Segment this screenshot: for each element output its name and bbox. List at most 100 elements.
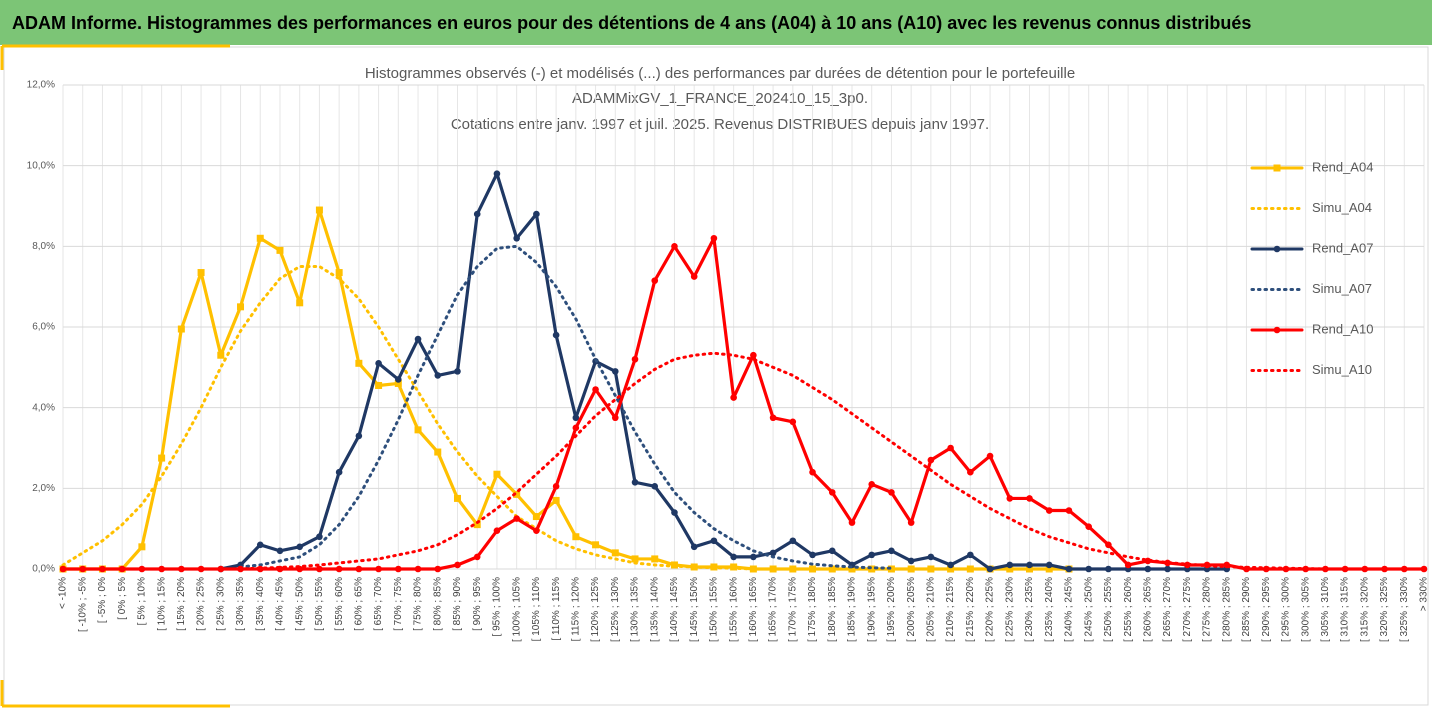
series-line xyxy=(239,244,893,570)
marker xyxy=(671,509,678,516)
marker xyxy=(552,496,560,504)
marker xyxy=(651,277,659,284)
marker xyxy=(1105,541,1112,549)
x-tick-label: [ 150% ; 155% xyxy=(709,577,720,642)
marker xyxy=(316,533,323,541)
marker xyxy=(631,478,639,486)
marker xyxy=(710,537,718,545)
marker xyxy=(414,335,422,343)
marker xyxy=(513,490,521,498)
marker xyxy=(572,533,580,541)
marker xyxy=(1124,561,1132,569)
marker xyxy=(493,470,501,478)
marker xyxy=(1006,561,1014,569)
marker xyxy=(848,519,856,526)
x-tick-label: [ 110% ; 115% xyxy=(551,577,562,641)
x-tick-label: < -10% xyxy=(58,577,69,609)
marker xyxy=(395,376,402,383)
marker xyxy=(769,549,777,557)
x-tick-label: [ 325% ; 330% xyxy=(1399,577,1410,642)
x-tick-label: [ 235% ; 240% xyxy=(1044,577,1055,642)
marker xyxy=(1105,565,1112,573)
x-tick-label: [ 275% ; 280% xyxy=(1202,577,1213,642)
marker xyxy=(907,565,915,573)
y-tick-label: 4,0% xyxy=(32,402,55,413)
marker xyxy=(276,246,284,254)
y-tick-label: 0,0% xyxy=(32,564,55,575)
x-tick-label: [ 25% ; 30% xyxy=(215,577,226,631)
marker xyxy=(611,549,619,557)
x-tick-label: [ 50% ; 55% xyxy=(314,577,325,631)
marker xyxy=(1045,565,1053,573)
marker xyxy=(592,541,600,549)
legend-marker xyxy=(1273,245,1281,253)
marker xyxy=(868,551,876,559)
x-tick-label: [ 210% ; 215% xyxy=(945,577,956,642)
x-tick-label: [ 120% ; 125% xyxy=(590,577,601,642)
x-tick-label: [ 90% ; 95% xyxy=(472,577,483,631)
x-tick-label: > 330% xyxy=(1419,577,1430,611)
x-tick-label: [ 15% ; 20% xyxy=(176,577,187,631)
marker xyxy=(809,468,816,476)
marker xyxy=(907,557,915,565)
marker xyxy=(1065,507,1073,514)
marker xyxy=(789,418,797,426)
header-title: ADAM Informe. Histogrammes des performan… xyxy=(12,13,1251,33)
marker xyxy=(986,452,994,460)
x-tick-label: [ 75% ; 80% xyxy=(413,577,424,631)
x-tick-label: [ 80% ; 85% xyxy=(432,577,443,631)
x-tick-label: [ 100% ; 105% xyxy=(511,577,522,642)
x-tick-label: [ 35% ; 40% xyxy=(255,577,266,631)
x-tick-label: [ 260% ; 265% xyxy=(1142,577,1153,642)
x-tick-label: [ 265% ; 270% xyxy=(1162,577,1173,642)
marker xyxy=(473,210,481,218)
marker xyxy=(394,379,402,387)
legend-label: Simu_A04 xyxy=(1312,200,1372,215)
marker xyxy=(888,547,895,555)
x-tick-label: [ 85% ; 90% xyxy=(452,577,463,631)
series-line xyxy=(219,172,1229,571)
marker xyxy=(138,543,146,551)
marker xyxy=(473,553,481,561)
marker xyxy=(414,426,422,434)
marker xyxy=(1006,495,1014,502)
x-tick-label: [ 320% ; 325% xyxy=(1379,577,1390,642)
x-tick-label: [ 135% ; 140% xyxy=(649,577,660,642)
marker xyxy=(197,269,205,277)
legend-marker xyxy=(1273,164,1281,172)
marker xyxy=(789,537,797,545)
y-tick-label: 6,0% xyxy=(32,322,55,333)
x-tick-label: [ 170% ; 175% xyxy=(787,577,798,642)
marker xyxy=(1045,507,1053,514)
x-tick-label: [ 65% ; 70% xyxy=(373,577,384,631)
marker xyxy=(1144,565,1152,573)
x-tick-label: [ 300% ; 305% xyxy=(1300,577,1311,642)
x-tick-label: [ 185% ; 190% xyxy=(847,577,858,642)
legend-label: Simu_A10 xyxy=(1312,362,1372,377)
x-tick-label: [ 180% ; 185% xyxy=(827,577,838,642)
marker xyxy=(1085,565,1092,573)
x-tick-label: [ 310% ; 315% xyxy=(1340,577,1351,642)
marker xyxy=(730,553,737,561)
legend-label: Rend_A07 xyxy=(1312,240,1373,255)
marker xyxy=(592,386,599,393)
x-tick-label: [ 95% ; 100% xyxy=(492,577,503,637)
marker xyxy=(552,331,560,339)
marker xyxy=(473,521,481,529)
marker xyxy=(986,565,994,573)
marker xyxy=(533,527,540,534)
marker xyxy=(730,394,737,401)
chart-title: Histogrammes observés (-) et modélisés (… xyxy=(365,65,1075,82)
marker xyxy=(809,551,816,559)
marker xyxy=(1164,565,1171,573)
x-tick-label: [ 60% ; 65% xyxy=(354,577,365,631)
marker xyxy=(927,565,935,573)
y-tick-label: 2,0% xyxy=(32,483,55,494)
marker xyxy=(276,547,284,555)
marker xyxy=(947,565,955,573)
x-tick-label: [ 5% ; 10% xyxy=(137,577,148,625)
marker xyxy=(375,565,382,573)
marker xyxy=(710,234,718,242)
marker xyxy=(335,565,343,573)
marker xyxy=(868,481,876,488)
